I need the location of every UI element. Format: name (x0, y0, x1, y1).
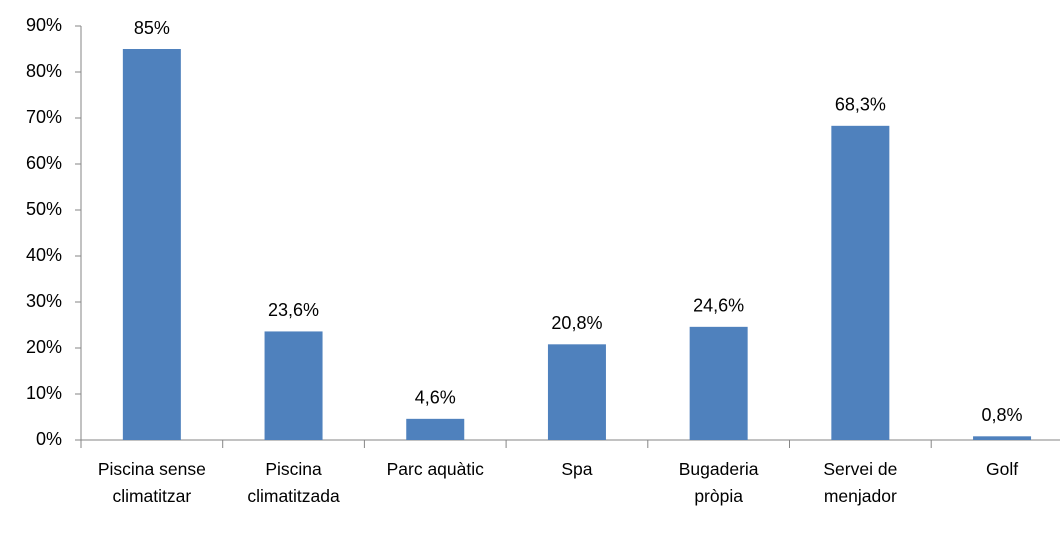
data-label: 85% (134, 18, 170, 38)
y-tick-label: 10% (26, 383, 62, 403)
data-label: 24,6% (693, 296, 744, 316)
y-tick-label: 50% (26, 199, 62, 219)
y-tick-label: 20% (26, 337, 62, 357)
bar (689, 326, 748, 440)
bar (547, 344, 606, 440)
bar (122, 49, 181, 440)
y-tick-label: 70% (26, 107, 62, 127)
y-tick-label: 80% (26, 61, 62, 81)
x-tick-label: Piscina climatitzada (247, 459, 340, 506)
y-tick-label: 90% (26, 15, 62, 35)
x-tick-label: Bugaderia pròpia (678, 459, 759, 506)
x-tick-label: Spa (561, 459, 593, 479)
data-label: 23,6% (268, 300, 319, 320)
y-tick-label: 0% (36, 429, 62, 449)
x-tick-label: Servei de menjador (823, 459, 898, 506)
y-tick-label: 60% (26, 153, 62, 173)
bar (973, 436, 1032, 440)
bar (831, 125, 890, 440)
data-label: 20,8% (551, 313, 602, 333)
y-tick-label: 40% (26, 245, 62, 265)
x-tick-label: Parc aquàtic (386, 459, 484, 479)
x-tick-label: Golf (985, 459, 1019, 479)
y-tick-label: 30% (26, 291, 62, 311)
data-label: 0,8% (982, 405, 1023, 425)
bar (406, 418, 465, 440)
bar (264, 331, 323, 440)
x-tick-label: Piscina sense climatitzar (97, 459, 206, 506)
data-label: 4,6% (415, 388, 456, 408)
data-label: 68,3% (835, 95, 886, 115)
